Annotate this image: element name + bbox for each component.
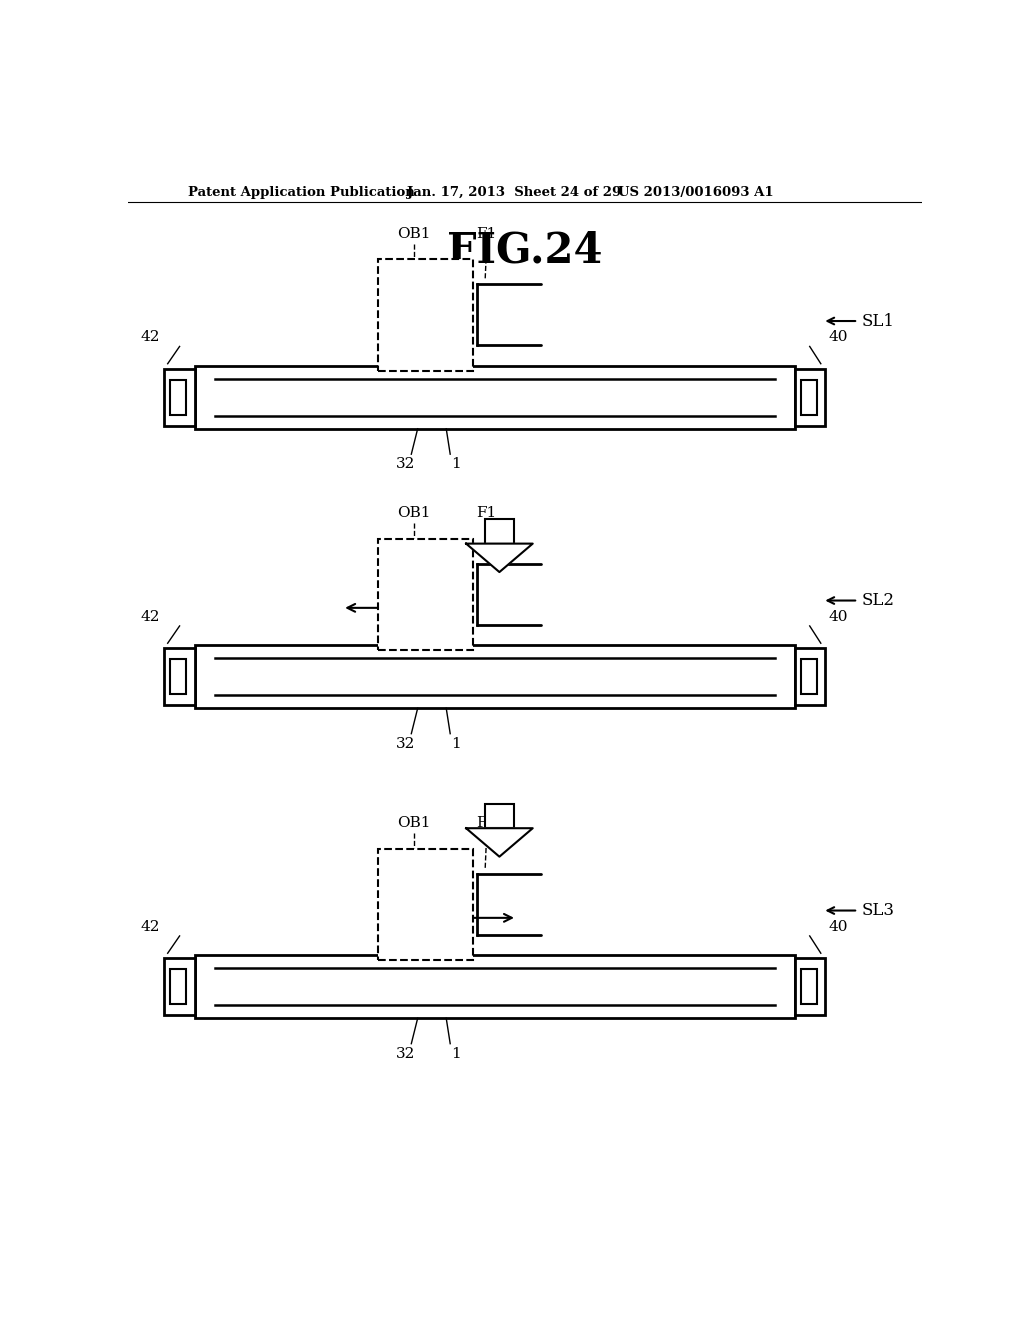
Text: F1: F1 <box>476 227 497 240</box>
Text: SL3: SL3 <box>862 902 895 919</box>
Bar <box>795 368 824 426</box>
Text: OB1: OB1 <box>397 816 431 830</box>
Text: OB1: OB1 <box>397 507 431 520</box>
Text: 42: 42 <box>140 920 160 935</box>
Bar <box>485 519 514 544</box>
Text: 32: 32 <box>396 737 416 751</box>
Bar <box>196 366 795 429</box>
Bar <box>378 539 473 651</box>
Bar <box>378 849 473 961</box>
Bar <box>795 958 824 1015</box>
Text: FIG.24: FIG.24 <box>447 230 602 272</box>
Text: US 2013/0016093 A1: US 2013/0016093 A1 <box>618 186 774 199</box>
Text: SL1: SL1 <box>862 313 895 330</box>
Bar <box>170 380 186 414</box>
Bar <box>164 958 196 1015</box>
Bar <box>164 648 196 705</box>
Bar <box>378 259 473 371</box>
Bar <box>485 804 514 828</box>
Text: OB1: OB1 <box>397 227 431 240</box>
Text: 1: 1 <box>451 737 461 751</box>
Text: F1: F1 <box>476 816 497 830</box>
Text: 32: 32 <box>396 1047 416 1061</box>
Polygon shape <box>466 828 532 857</box>
Bar <box>170 660 186 694</box>
Polygon shape <box>466 544 532 572</box>
Text: 40: 40 <box>828 610 848 624</box>
Text: 32: 32 <box>396 457 416 471</box>
Text: 1: 1 <box>451 457 461 471</box>
Text: Jan. 17, 2013  Sheet 24 of 29: Jan. 17, 2013 Sheet 24 of 29 <box>408 186 622 199</box>
Text: 42: 42 <box>140 610 160 624</box>
Bar <box>170 969 186 1005</box>
Bar <box>164 368 196 426</box>
Text: 40: 40 <box>828 330 848 345</box>
Bar <box>801 380 817 414</box>
Text: SL2: SL2 <box>862 593 895 609</box>
Bar <box>801 660 817 694</box>
Text: 42: 42 <box>140 330 160 345</box>
Bar <box>795 648 824 705</box>
Text: F1: F1 <box>476 507 497 520</box>
Text: 1: 1 <box>451 1047 461 1061</box>
Text: 40: 40 <box>828 920 848 935</box>
Text: Patent Application Publication: Patent Application Publication <box>187 186 415 199</box>
Bar <box>196 956 795 1018</box>
Bar <box>801 969 817 1005</box>
Bar <box>196 645 795 709</box>
